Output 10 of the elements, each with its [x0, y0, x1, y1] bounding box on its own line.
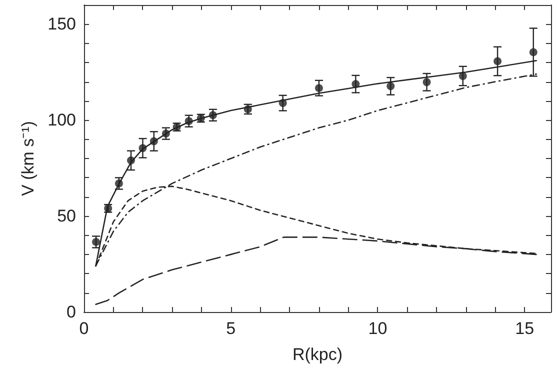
x-axis-title: R(kpc): [292, 345, 343, 364]
x-tick-label: 0: [79, 319, 89, 338]
y-tick-label: 100: [48, 110, 76, 130]
x-tick-label: 5: [226, 319, 236, 338]
y-axis-title: V (km s⁻¹): [18, 121, 38, 196]
y-tick-label: 50: [57, 206, 76, 226]
y-tick-label: 150: [48, 14, 76, 34]
x-tick-label: 10: [368, 319, 388, 338]
y-tick-label: 0: [66, 302, 76, 322]
x-tick-label: 15: [515, 319, 534, 338]
